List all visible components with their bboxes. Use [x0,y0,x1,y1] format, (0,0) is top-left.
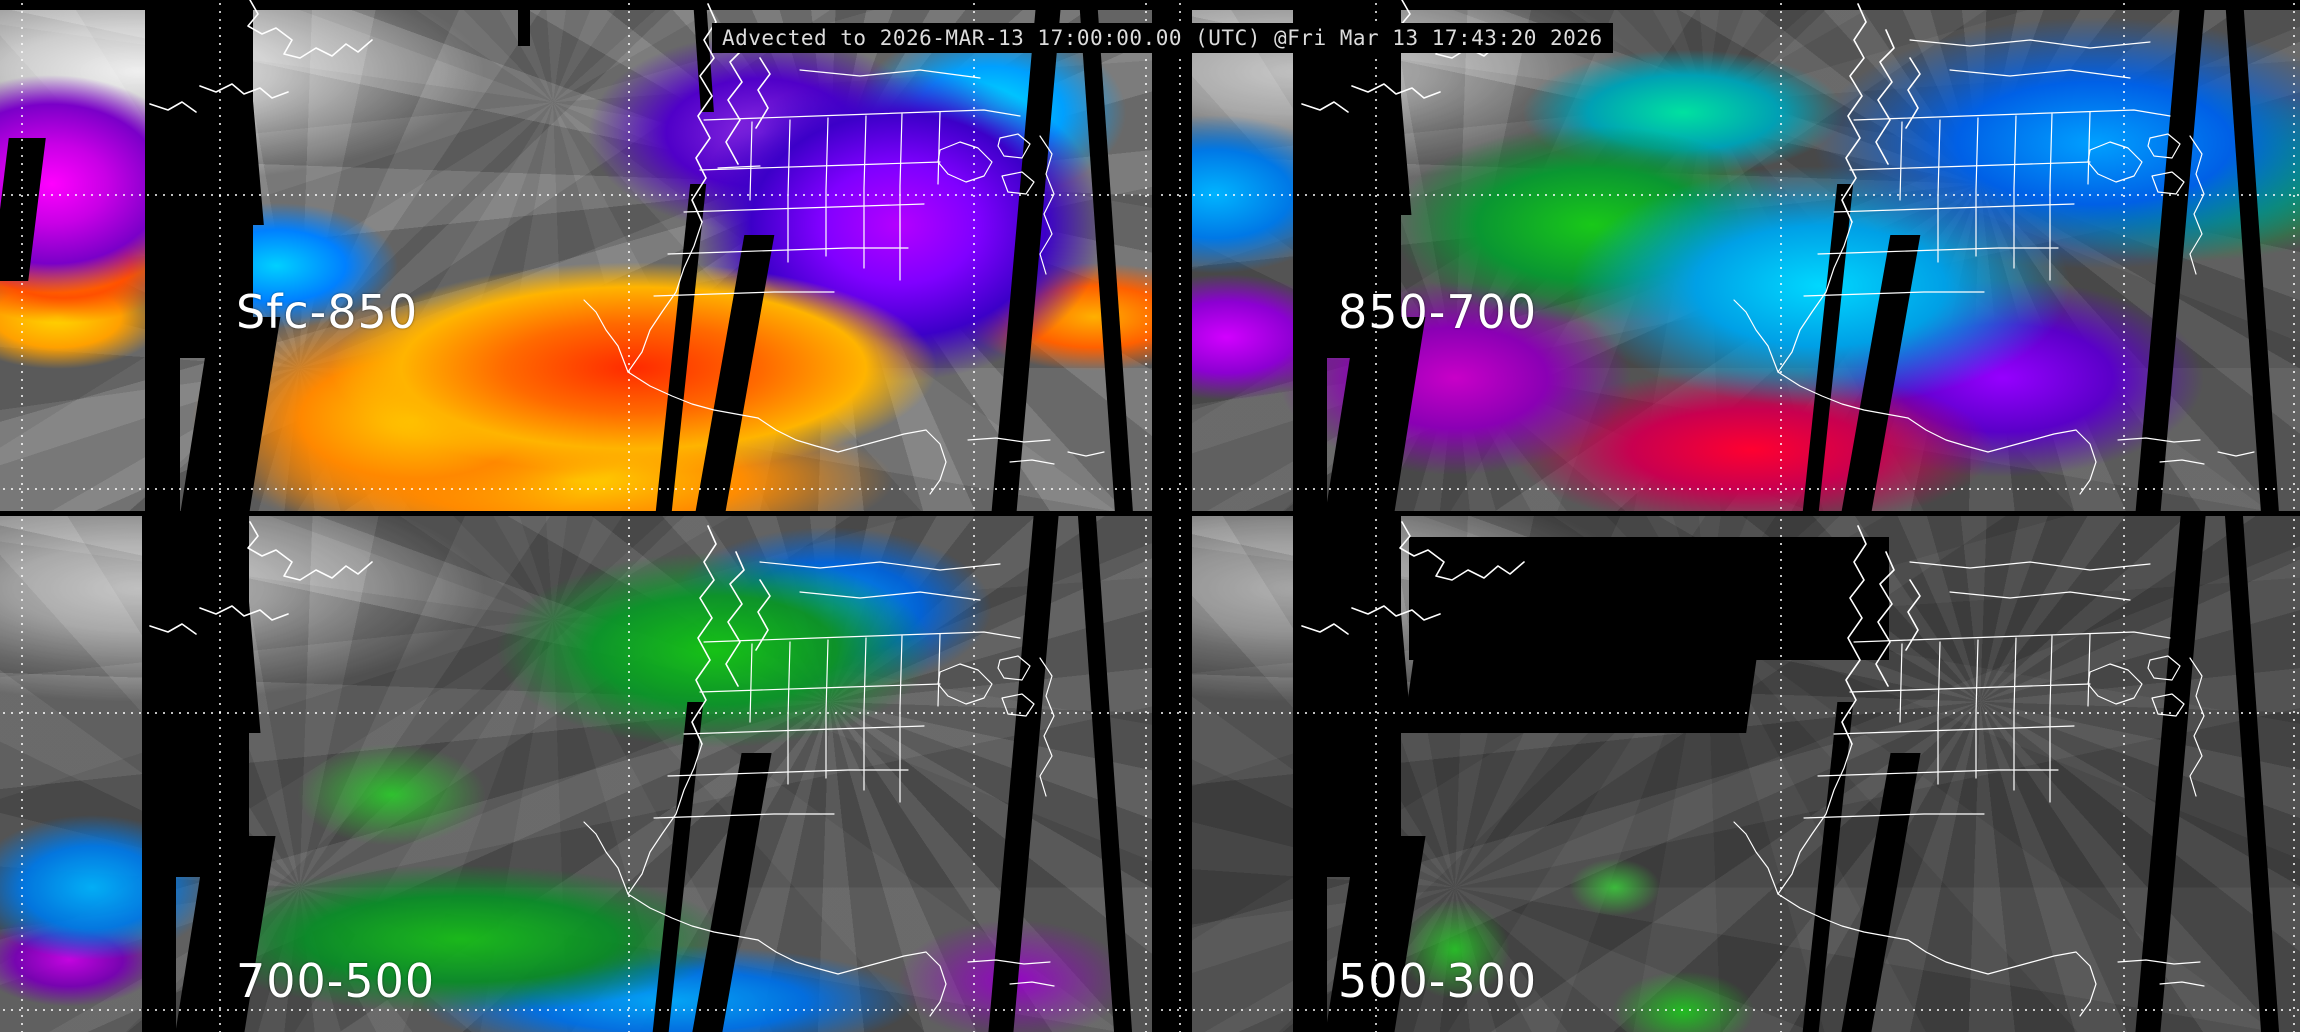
panel-imagery [0,0,1152,511]
panel-500-300[interactable]: 500-300 [1158,516,2300,1032]
panel-label-500-300: 500-300 [1338,954,1538,1008]
title-bar: Advected to 2026-MAR-13 17:00:00.00 (UTC… [712,23,1613,53]
panel-label-850-700: 850-700 [1338,285,1538,339]
data-void-regions [0,516,1152,1032]
panel-label-700-500: 700-500 [236,954,436,1008]
panel-imagery [0,516,1152,1032]
data-void-regions [1158,516,2300,1032]
panel-700-500[interactable]: 700-500 [0,516,1152,1032]
panel-divider-vertical [1152,0,1158,1032]
title-text: Advected to 2026-MAR-13 17:00:00.00 (UTC… [722,26,1603,50]
data-void-regions [1158,0,2300,511]
panel-imagery [1158,516,2300,1032]
panel-label-sfc-850: Sfc-850 [236,285,419,339]
panel-imagery [1158,0,2300,511]
data-void-regions [0,0,1152,511]
panel-divider-horizontal [0,511,2300,516]
panel-sfc-850[interactable]: Sfc-850 [0,0,1152,511]
panel-850-700[interactable]: 850-700 [1158,0,2300,511]
